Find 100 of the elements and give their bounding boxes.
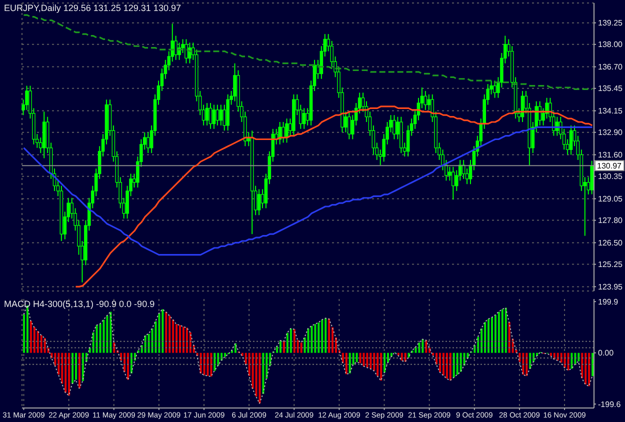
candlestick — [282, 121, 285, 144]
bar — [127, 352, 129, 380]
bar — [584, 352, 587, 384]
y-tick-label: 136.70 — [598, 62, 624, 72]
bar — [366, 352, 368, 368]
bar — [324, 318, 327, 353]
candlestick — [348, 111, 351, 140]
bar — [182, 326, 184, 353]
bar — [99, 324, 102, 353]
candlestick — [569, 124, 573, 156]
bar — [370, 352, 372, 369]
y-tick-label: 123.95 — [598, 282, 624, 292]
bar — [318, 322, 320, 353]
y-tick-label: 134.15 — [598, 106, 624, 116]
bar — [567, 352, 570, 370]
bar — [224, 352, 226, 357]
bar — [310, 326, 313, 353]
bar — [449, 352, 452, 381]
candlestick — [146, 132, 150, 154]
bar — [570, 352, 573, 369]
candlestick — [285, 118, 288, 144]
candlestick — [174, 35, 178, 60]
bar — [82, 352, 84, 382]
bar — [36, 331, 39, 353]
bar — [550, 352, 552, 356]
bar — [162, 309, 164, 353]
y-tick-label: 199.9 — [598, 297, 619, 306]
bar — [290, 328, 292, 353]
bar — [526, 352, 528, 376]
bar — [102, 320, 105, 353]
y-tick-label: -199.6 — [598, 400, 622, 409]
bar — [588, 352, 590, 386]
y-tick-label: 131.60 — [598, 150, 624, 160]
bar — [380, 352, 382, 381]
bar — [40, 335, 42, 353]
bar — [210, 352, 212, 376]
y-tick-label: 138.00 — [598, 40, 624, 50]
bar — [456, 352, 458, 375]
bar — [400, 352, 403, 361]
bar — [504, 308, 507, 353]
bar — [460, 352, 462, 372]
bar — [300, 342, 302, 353]
bar — [356, 352, 358, 362]
bar — [179, 325, 181, 353]
candlestick — [184, 38, 188, 64]
chart-title: MACD H4-300(5,13,1) -90.9 0.0 -90.9 — [4, 299, 155, 309]
bar — [307, 328, 310, 353]
bar — [498, 312, 500, 353]
bar — [321, 320, 324, 353]
bar — [345, 352, 348, 374]
candlestick — [205, 102, 209, 126]
bar — [78, 352, 80, 388]
bar — [168, 316, 171, 353]
bar — [158, 313, 160, 353]
bar — [348, 352, 351, 374]
y-tick-label: 129.05 — [598, 194, 624, 204]
bar — [214, 352, 216, 371]
candlestick — [538, 100, 542, 126]
bar — [491, 317, 493, 353]
bar — [484, 322, 486, 353]
y-tick-label: 132.90 — [598, 128, 624, 138]
bar — [384, 352, 386, 373]
chart-title: EURJPY,Daily 129.56 131.25 129.31 130.97 — [4, 3, 181, 13]
candlestick — [493, 80, 496, 98]
bar — [165, 312, 168, 353]
bar — [172, 320, 174, 353]
bar — [286, 332, 288, 353]
candlestick — [212, 104, 216, 130]
y-tick-label: 125.25 — [598, 260, 624, 270]
y-tick-label: 127.80 — [598, 216, 624, 226]
bar — [328, 318, 330, 353]
bar — [75, 352, 77, 380]
y-tick-label: 0.00 — [598, 348, 614, 358]
bar — [64, 352, 67, 393]
bar — [362, 352, 365, 366]
candlestick — [302, 108, 306, 130]
bar — [293, 329, 296, 353]
bar — [592, 352, 594, 376]
bar — [446, 352, 448, 379]
bar — [501, 309, 504, 353]
y-tick-label: 139.25 — [598, 18, 624, 28]
bar — [30, 320, 32, 353]
y-tick-label: 130.35 — [598, 172, 624, 182]
candlestick — [219, 104, 223, 126]
bar — [488, 319, 490, 353]
bar — [452, 352, 455, 378]
bar — [96, 325, 98, 353]
bar — [203, 352, 206, 375]
y-tick-label: 126.50 — [598, 238, 624, 248]
candlestick — [208, 102, 212, 130]
candlestick — [392, 114, 396, 140]
bar — [283, 341, 285, 353]
candlestick — [452, 166, 455, 200]
ref-line-label: 130.97 — [597, 162, 622, 171]
bar — [68, 352, 70, 396]
bar — [494, 314, 496, 353]
candlestick — [216, 104, 220, 126]
bar — [359, 352, 362, 364]
bar — [258, 352, 261, 404]
bar — [106, 316, 108, 353]
